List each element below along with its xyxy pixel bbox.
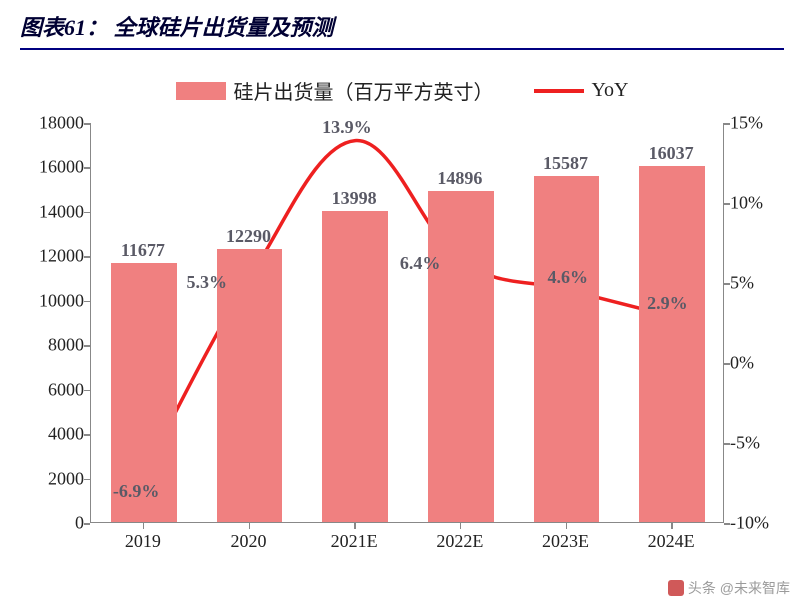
y-right-tick: -10% (730, 513, 784, 534)
bar-value-label: 14896 (437, 168, 482, 189)
x-tick: 2020 (231, 531, 267, 552)
legend: 硅片出货量（百万平方英寸） YoY (0, 56, 804, 113)
bar-value-label: 15587 (543, 153, 588, 174)
y-right-tick: -5% (730, 433, 784, 454)
plot-area (90, 123, 724, 523)
line-value-label: 4.6% (548, 267, 589, 288)
y-left-tick: 8000 (20, 335, 84, 356)
watermark-text: 头条 @未来智库 (688, 578, 790, 598)
line-value-label: 2.9% (647, 293, 688, 314)
legend-line-label: YoY (592, 79, 629, 102)
watermark-icon (668, 580, 684, 596)
line-value-label: 6.4% (400, 253, 441, 274)
x-tick: 2024E (648, 531, 695, 552)
y-left-tick: 10000 (20, 290, 84, 311)
y-right-tick: 0% (730, 353, 784, 374)
y-right-tick: 15% (730, 113, 784, 134)
legend-swatch-line (534, 89, 584, 93)
y-left-tick: 16000 (20, 157, 84, 178)
bar-value-label: 11677 (121, 240, 165, 261)
y-left-tick: 4000 (20, 424, 84, 445)
chart-title-block: 图表61： 全球硅片出货量及预测 (0, 0, 804, 56)
bar (639, 166, 705, 522)
bar (322, 211, 388, 522)
watermark: 头条 @未来智库 (668, 578, 790, 598)
y-left-tick: 2000 (20, 468, 84, 489)
bar-value-label: 12290 (226, 226, 271, 247)
y-left-tick: 18000 (20, 113, 84, 134)
y-left-tick: 14000 (20, 201, 84, 222)
legend-item-bar: 硅片出货量（百万平方英寸） (176, 76, 494, 105)
line-layer (91, 123, 723, 522)
line-value-label: 5.3% (187, 272, 228, 293)
x-tick: 2023E (542, 531, 589, 552)
y-left-tick: 0 (20, 513, 84, 534)
y-left-tick: 12000 (20, 246, 84, 267)
chart-title: 图表61： 全球硅片出货量及预测 (20, 10, 784, 42)
x-tick: 2022E (436, 531, 483, 552)
y-right-tick: 5% (730, 273, 784, 294)
legend-item-line: YoY (534, 79, 629, 102)
legend-swatch-bar (176, 82, 226, 100)
bar-value-label: 16037 (649, 143, 694, 164)
bar (428, 191, 494, 522)
line-value-label: -6.9% (113, 481, 160, 502)
legend-bar-label: 硅片出货量（百万平方英寸） (234, 76, 494, 105)
x-tick: 2019 (125, 531, 161, 552)
title-rule (20, 48, 784, 50)
line-value-label: 13.9% (322, 117, 372, 138)
x-tick: 2021E (331, 531, 378, 552)
y-right-tick: 10% (730, 193, 784, 214)
bar-value-label: 13998 (332, 188, 377, 209)
y-left-tick: 6000 (20, 379, 84, 400)
bar (534, 176, 600, 522)
chart-area: 0 2000 4000 6000 8000 10000 12000 14000 16000 180… (20, 113, 784, 573)
